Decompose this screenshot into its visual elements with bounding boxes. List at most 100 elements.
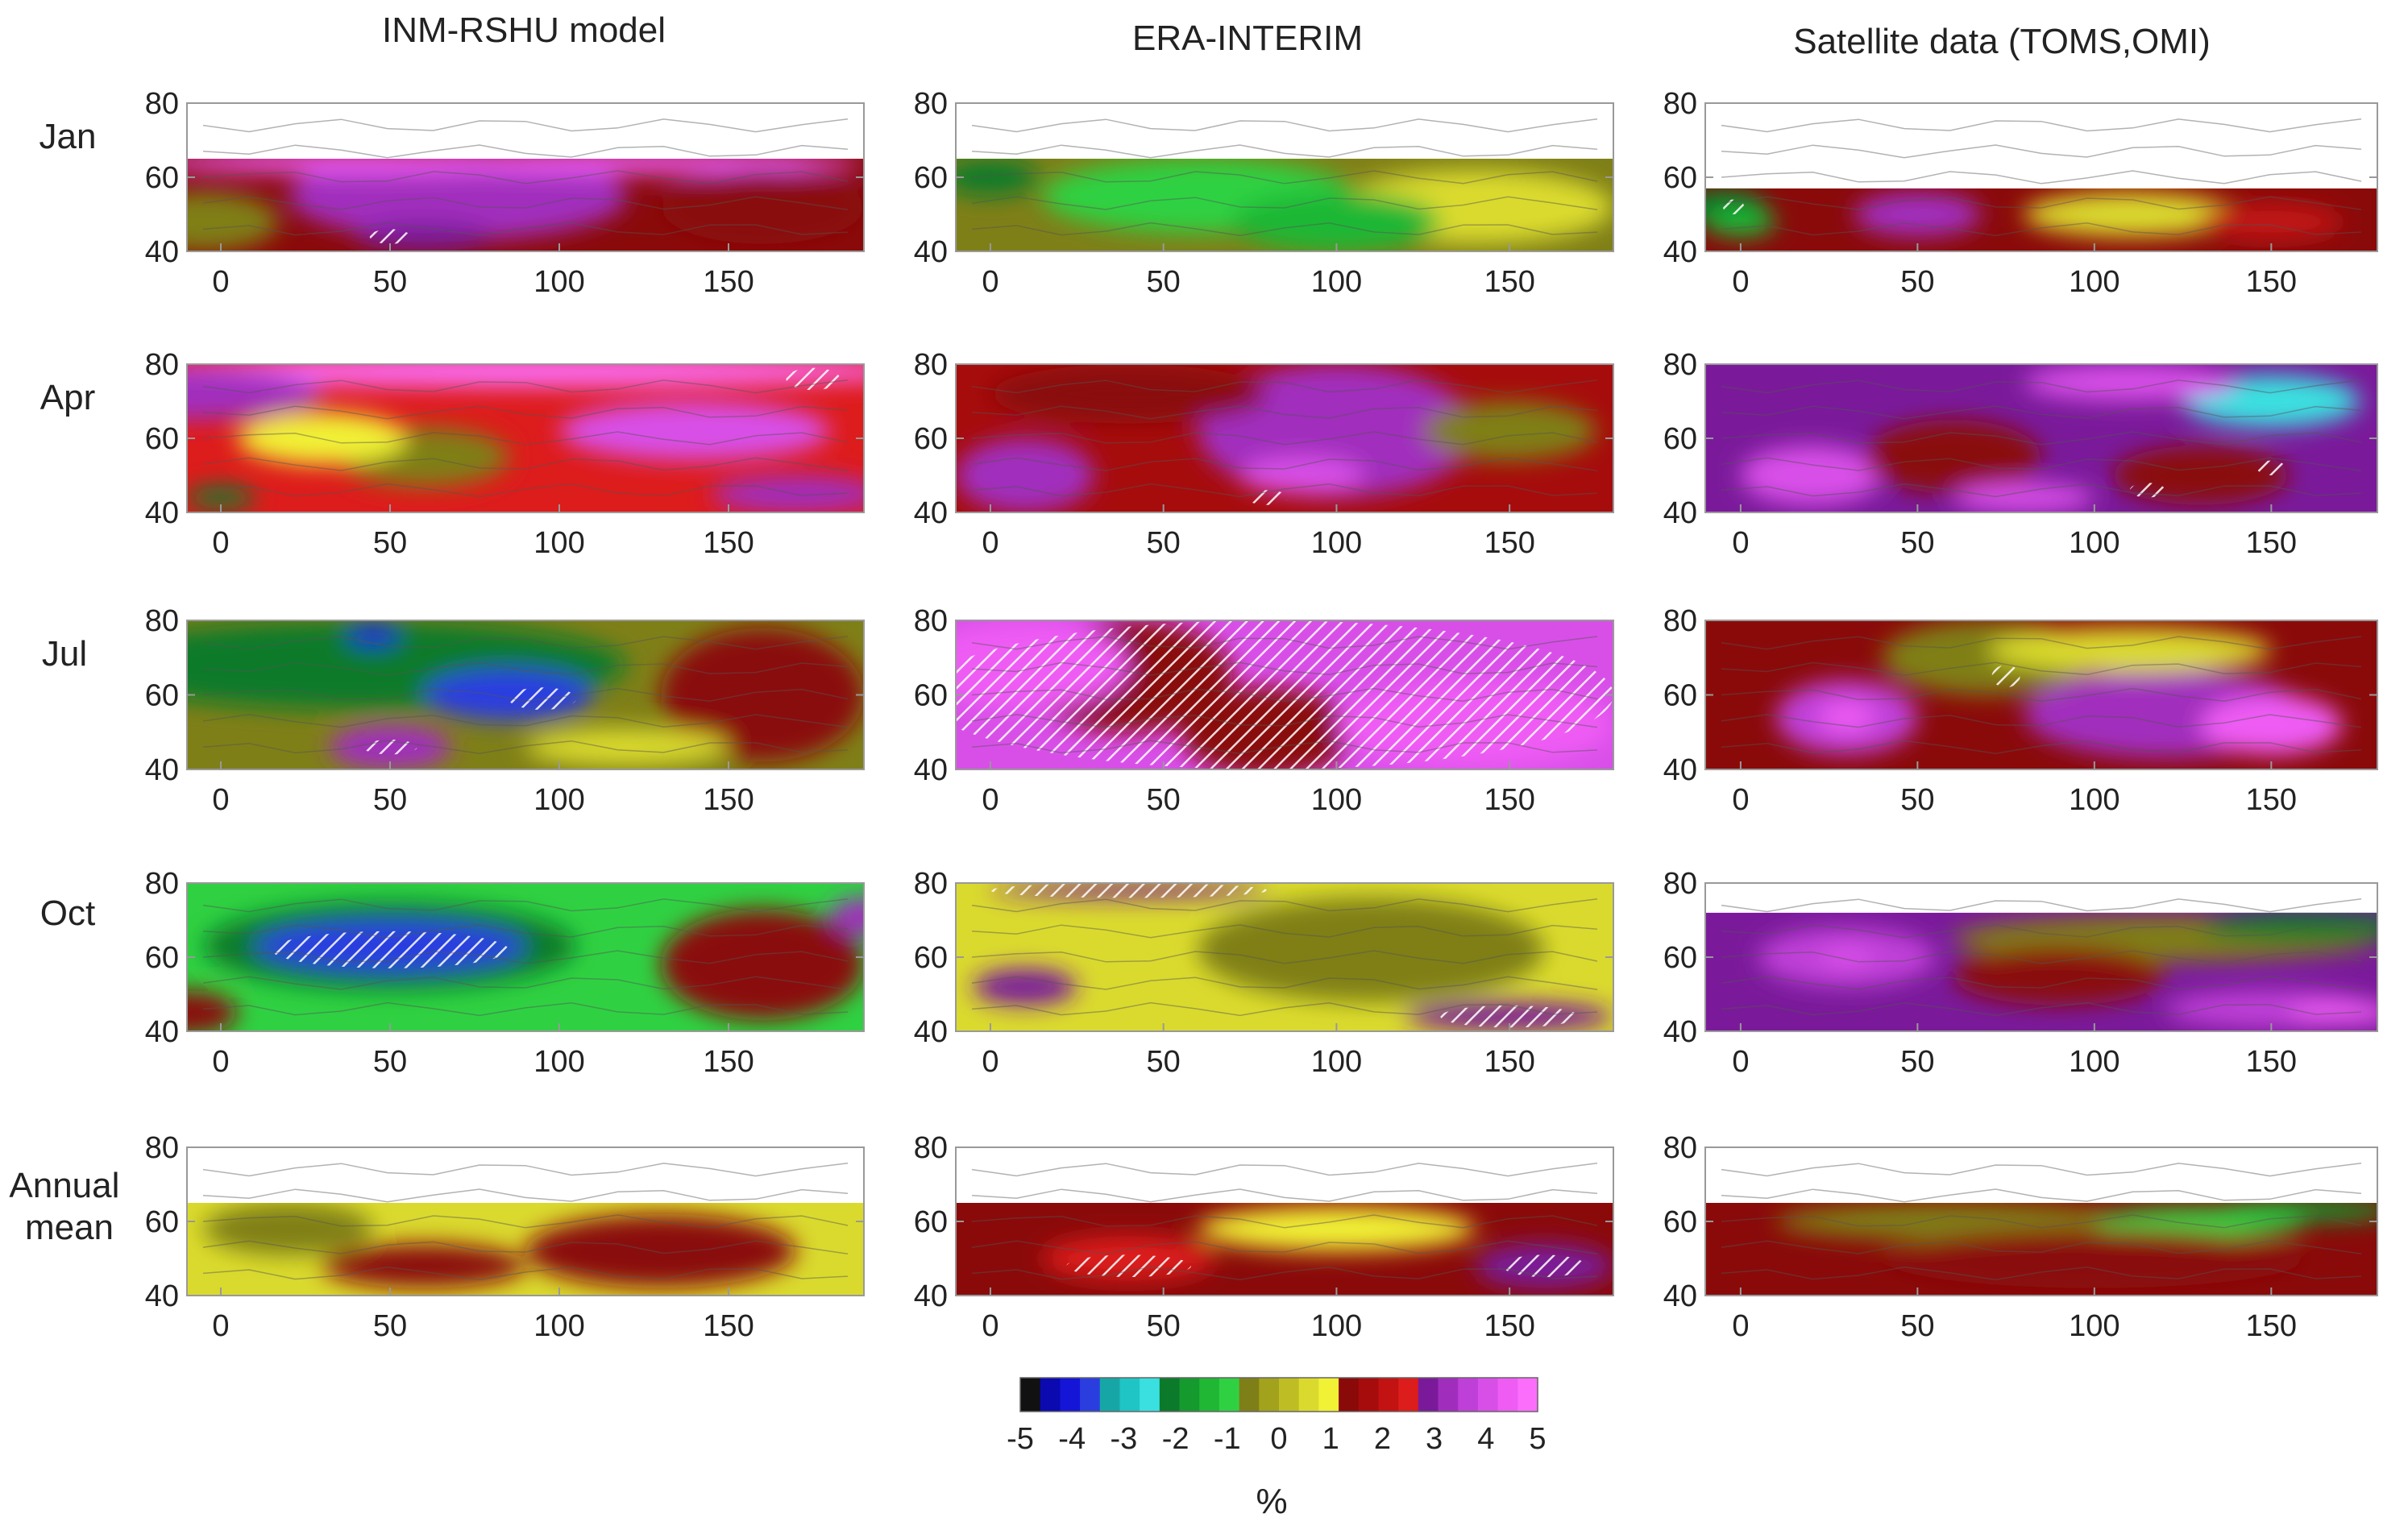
coastline xyxy=(202,1163,849,1281)
coastline xyxy=(202,636,849,754)
field-region xyxy=(712,475,864,512)
colorbar-swatch xyxy=(1159,1378,1181,1412)
field-layer xyxy=(187,159,864,251)
field-region xyxy=(187,486,255,509)
x-tick-label: 0 xyxy=(1732,783,1749,817)
x-tick-label: 50 xyxy=(373,1045,407,1079)
field-region xyxy=(204,1203,373,1255)
x-tick-label: 0 xyxy=(982,1045,998,1079)
y-tick-label: 40 xyxy=(914,1015,948,1049)
colorbar-swatch xyxy=(1298,1378,1319,1412)
y-tick-label: 80 xyxy=(145,348,179,382)
field-region xyxy=(1232,192,1441,251)
x-tick-label: 100 xyxy=(1311,1045,1362,1079)
significance-hatch xyxy=(1502,1254,1586,1277)
column-title-era: ERA-INTERIM xyxy=(1132,19,1363,58)
x-tick-label: 0 xyxy=(1732,265,1749,299)
colorbar-swatch xyxy=(1119,1378,1140,1412)
colorbar-tick-label: 1 xyxy=(1322,1422,1339,1456)
map-panel: 40 60 80 0 50 100 150 xyxy=(145,348,865,560)
field-layer xyxy=(187,1203,864,1296)
colorbar-unit-label: % xyxy=(1256,1482,1287,1521)
field-layer xyxy=(956,1203,1613,1296)
x-tick-label: 50 xyxy=(1900,1045,1934,1079)
y-tick-label: 40 xyxy=(914,235,948,269)
field-region xyxy=(1818,702,1875,732)
x-tick-label: 50 xyxy=(373,1309,407,1343)
x-tick-label: 50 xyxy=(1147,1309,1181,1343)
x-tick-label: 100 xyxy=(2069,1045,2119,1079)
x-tick-label: 0 xyxy=(212,526,229,560)
x-tick-label: 150 xyxy=(1484,1045,1534,1079)
y-tick-label: 60 xyxy=(1663,941,1697,975)
x-tick-label: 100 xyxy=(533,265,584,299)
field-layer xyxy=(1705,188,2377,251)
y-tick-label: 80 xyxy=(1663,867,1697,901)
coastline xyxy=(202,898,849,1017)
x-tick-label: 100 xyxy=(1311,1309,1362,1343)
map-panel: 40 60 80 0 50 100 150 xyxy=(1663,87,2378,299)
colorbar-swatch xyxy=(1040,1378,1061,1412)
x-tick-label: 100 xyxy=(533,1045,584,1079)
y-tick-label: 40 xyxy=(1663,1015,1697,1049)
field-layer xyxy=(1705,1203,2377,1296)
field-region xyxy=(1864,420,2041,494)
x-tick-label: 150 xyxy=(1484,265,1534,299)
colorbar-frame xyxy=(1019,1377,1538,1412)
x-tick-label: 100 xyxy=(2069,265,2119,299)
field-region xyxy=(1422,401,1596,461)
colorbar-tick-label: -1 xyxy=(1214,1422,1241,1456)
coastline xyxy=(971,379,1598,498)
y-tick-label: 80 xyxy=(145,604,179,638)
significance-hatch xyxy=(509,687,576,710)
x-tick-label: 150 xyxy=(1484,1309,1534,1343)
coastline xyxy=(1721,898,2362,1017)
x-tick-label: 50 xyxy=(1900,1309,1934,1343)
y-tick-label: 60 xyxy=(145,161,179,195)
map-panel: 40 60 80 0 50 100 150 xyxy=(145,867,865,1079)
x-tick-label: 0 xyxy=(1732,526,1749,560)
y-tick-label: 60 xyxy=(145,1205,179,1239)
y-tick-label: 80 xyxy=(914,348,948,382)
x-tick-label: 0 xyxy=(982,783,998,817)
field-region xyxy=(187,990,238,1031)
map-panel: 40 60 80 0 50 100 150 xyxy=(914,87,1614,299)
field-region xyxy=(661,909,864,1021)
x-tick-label: 100 xyxy=(2069,526,2119,560)
y-tick-label: 40 xyxy=(914,753,948,787)
significance-hatch xyxy=(369,229,411,244)
colorbar-swatch xyxy=(1060,1378,1081,1412)
y-tick-label: 40 xyxy=(145,496,179,530)
field-region xyxy=(2094,1206,2307,1237)
significance-hatch xyxy=(2256,460,2286,475)
colorbar-swatch xyxy=(1279,1378,1300,1412)
y-tick-label: 40 xyxy=(914,1279,948,1313)
y-tick-label: 80 xyxy=(1663,1131,1697,1165)
field-region xyxy=(1818,946,1875,968)
field-region xyxy=(187,364,864,387)
colorbar-swatch xyxy=(1099,1378,1121,1412)
x-tick-label: 100 xyxy=(2069,1309,2119,1343)
y-tick-label: 80 xyxy=(1663,348,1697,382)
colorbar-swatch xyxy=(1339,1378,1360,1412)
significance-hatch xyxy=(1246,490,1289,505)
colorbar-tick-label: -5 xyxy=(1007,1422,1034,1456)
x-tick-label: 100 xyxy=(533,783,584,817)
coastline xyxy=(971,636,1598,754)
field-region xyxy=(990,364,1268,424)
field-layer xyxy=(1705,364,2377,512)
y-tick-label: 40 xyxy=(145,753,179,787)
x-tick-label: 0 xyxy=(212,265,229,299)
field-layer xyxy=(956,883,1613,1031)
field-layer xyxy=(187,620,864,769)
field-region xyxy=(973,968,1077,1005)
field-region xyxy=(1198,1206,1476,1251)
colorbar-tick-label: 0 xyxy=(1270,1422,1287,1456)
row-label-apr: Apr xyxy=(40,378,95,417)
x-tick-label: 0 xyxy=(982,265,998,299)
x-tick-label: 150 xyxy=(2246,783,2297,817)
x-tick-label: 0 xyxy=(1732,1309,1749,1343)
row-label-jan: Jan xyxy=(39,117,97,156)
x-tick-label: 50 xyxy=(1147,265,1181,299)
x-tick-label: 150 xyxy=(703,1045,754,1079)
